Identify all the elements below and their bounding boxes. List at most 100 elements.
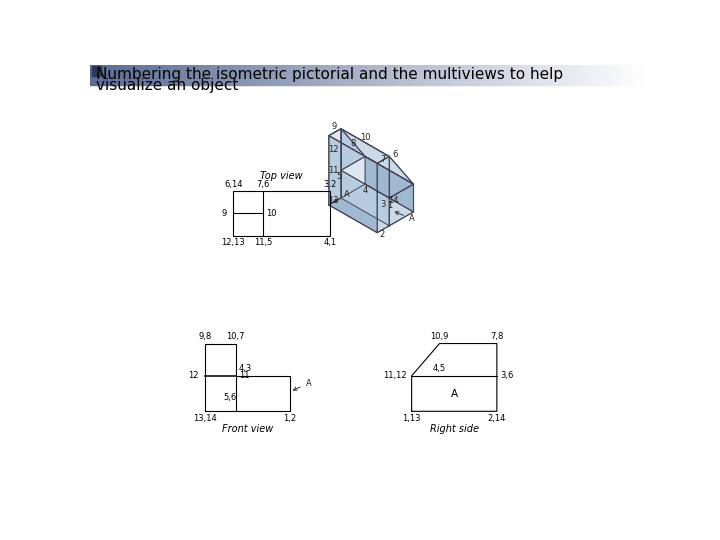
Bar bbox=[404, 65, 405, 85]
Text: 4,1: 4,1 bbox=[324, 238, 337, 247]
Bar bbox=[534, 65, 535, 85]
Bar bbox=[340, 65, 341, 85]
Bar bbox=[238, 65, 239, 85]
Bar bbox=[588, 65, 589, 85]
Bar bbox=[645, 65, 646, 85]
Bar bbox=[292, 65, 293, 85]
Bar bbox=[286, 65, 287, 85]
Text: 5: 5 bbox=[336, 172, 341, 181]
Bar bbox=[243, 65, 244, 85]
Text: 9: 9 bbox=[222, 209, 228, 218]
Bar bbox=[388, 65, 389, 85]
Bar bbox=[567, 65, 568, 85]
Bar bbox=[421, 65, 422, 85]
Bar bbox=[164, 65, 165, 85]
Bar bbox=[435, 65, 436, 85]
Bar bbox=[363, 65, 364, 85]
Bar bbox=[502, 65, 503, 85]
Bar bbox=[555, 65, 556, 85]
Text: 8: 8 bbox=[351, 139, 356, 148]
Bar bbox=[267, 65, 269, 85]
Bar bbox=[366, 65, 367, 85]
Text: 11,12: 11,12 bbox=[383, 372, 407, 380]
Bar bbox=[280, 65, 281, 85]
Bar bbox=[285, 65, 286, 85]
Bar bbox=[618, 65, 619, 85]
Bar bbox=[410, 65, 411, 85]
Bar bbox=[94, 65, 96, 85]
Bar bbox=[642, 65, 644, 85]
Bar bbox=[276, 65, 277, 85]
Bar bbox=[489, 65, 490, 85]
Bar bbox=[393, 65, 394, 85]
Bar bbox=[529, 65, 530, 85]
Bar bbox=[365, 65, 366, 85]
Bar bbox=[277, 65, 279, 85]
Bar bbox=[175, 65, 176, 85]
Bar bbox=[377, 65, 378, 85]
Bar bbox=[552, 65, 553, 85]
Bar bbox=[297, 65, 299, 85]
Bar bbox=[111, 65, 112, 85]
Bar bbox=[526, 65, 527, 85]
Bar bbox=[196, 65, 197, 85]
Bar bbox=[361, 65, 362, 85]
Bar bbox=[349, 65, 350, 85]
Bar bbox=[461, 65, 462, 85]
Bar bbox=[302, 65, 303, 85]
Bar bbox=[382, 65, 383, 85]
Bar bbox=[433, 65, 434, 85]
Bar bbox=[235, 65, 236, 85]
Bar bbox=[494, 65, 495, 85]
Bar bbox=[437, 65, 438, 85]
Bar bbox=[93, 65, 94, 85]
Bar bbox=[457, 65, 458, 85]
Bar bbox=[627, 65, 628, 85]
Bar bbox=[318, 65, 319, 85]
Bar bbox=[98, 65, 99, 85]
Bar bbox=[358, 65, 359, 85]
Bar bbox=[123, 65, 124, 85]
Bar bbox=[515, 65, 516, 85]
Bar bbox=[445, 65, 446, 85]
Bar bbox=[605, 65, 606, 85]
Bar bbox=[246, 65, 248, 85]
Bar bbox=[221, 65, 222, 85]
Bar bbox=[162, 65, 163, 85]
Bar bbox=[528, 65, 529, 85]
Bar bbox=[304, 65, 305, 85]
Bar bbox=[522, 65, 523, 85]
Bar bbox=[266, 65, 267, 85]
Bar bbox=[148, 65, 149, 85]
Bar bbox=[313, 65, 314, 85]
Bar bbox=[291, 65, 292, 85]
Bar bbox=[622, 65, 624, 85]
Text: 11: 11 bbox=[239, 372, 249, 380]
Bar bbox=[617, 65, 618, 85]
Bar bbox=[432, 65, 433, 85]
Polygon shape bbox=[365, 157, 413, 212]
Bar bbox=[161, 65, 162, 85]
Bar bbox=[189, 65, 190, 85]
Bar bbox=[332, 65, 333, 85]
Bar bbox=[360, 65, 361, 85]
Polygon shape bbox=[390, 184, 413, 226]
Bar bbox=[478, 65, 479, 85]
Bar bbox=[481, 65, 482, 85]
Text: 6,14: 6,14 bbox=[224, 180, 243, 189]
Text: 2,14: 2,14 bbox=[487, 414, 506, 423]
Bar bbox=[447, 65, 448, 85]
Bar bbox=[369, 65, 370, 85]
Bar bbox=[638, 65, 639, 85]
Bar bbox=[272, 65, 273, 85]
Bar bbox=[306, 65, 307, 85]
Bar bbox=[500, 65, 502, 85]
Bar bbox=[427, 65, 428, 85]
Bar bbox=[106, 65, 107, 85]
Bar bbox=[545, 65, 546, 85]
Bar bbox=[629, 65, 630, 85]
Bar bbox=[101, 65, 102, 85]
Bar bbox=[132, 65, 133, 85]
Bar bbox=[314, 65, 315, 85]
Bar bbox=[348, 65, 349, 85]
